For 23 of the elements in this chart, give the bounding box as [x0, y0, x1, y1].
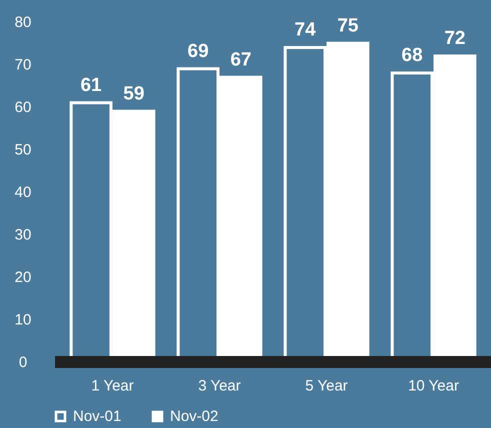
y-tick-label: 40	[14, 184, 32, 201]
legend-label: Nov-02	[170, 408, 218, 425]
y-tick-label: 70	[14, 56, 32, 74]
y-tick-label: 60	[14, 98, 32, 116]
y-tick-label: 80	[14, 14, 32, 31]
y-tick-label: 50	[14, 141, 32, 158]
data-label: 72	[444, 28, 466, 49]
data-label: 67	[230, 49, 252, 70]
y-tick-label: 0	[18, 354, 28, 371]
data-label: 75	[337, 15, 359, 36]
data-label: 59	[123, 83, 144, 104]
x-tick-label: 3 Year	[198, 378, 241, 394]
data-label: 74	[294, 20, 316, 40]
x-tick-label: 10 Year	[408, 378, 459, 394]
data-label: 68	[402, 45, 423, 66]
y-tick-label: 20	[14, 268, 32, 286]
y-tick-label: 10	[14, 311, 32, 328]
x-tick-label: 1 Year	[91, 378, 134, 394]
data-label: 61	[80, 74, 102, 96]
legend-label: Nov-01	[73, 408, 122, 425]
x-tick-label: 5 Year	[305, 378, 348, 394]
y-tick-label: 30	[14, 226, 32, 244]
data-label: 69	[188, 40, 209, 62]
